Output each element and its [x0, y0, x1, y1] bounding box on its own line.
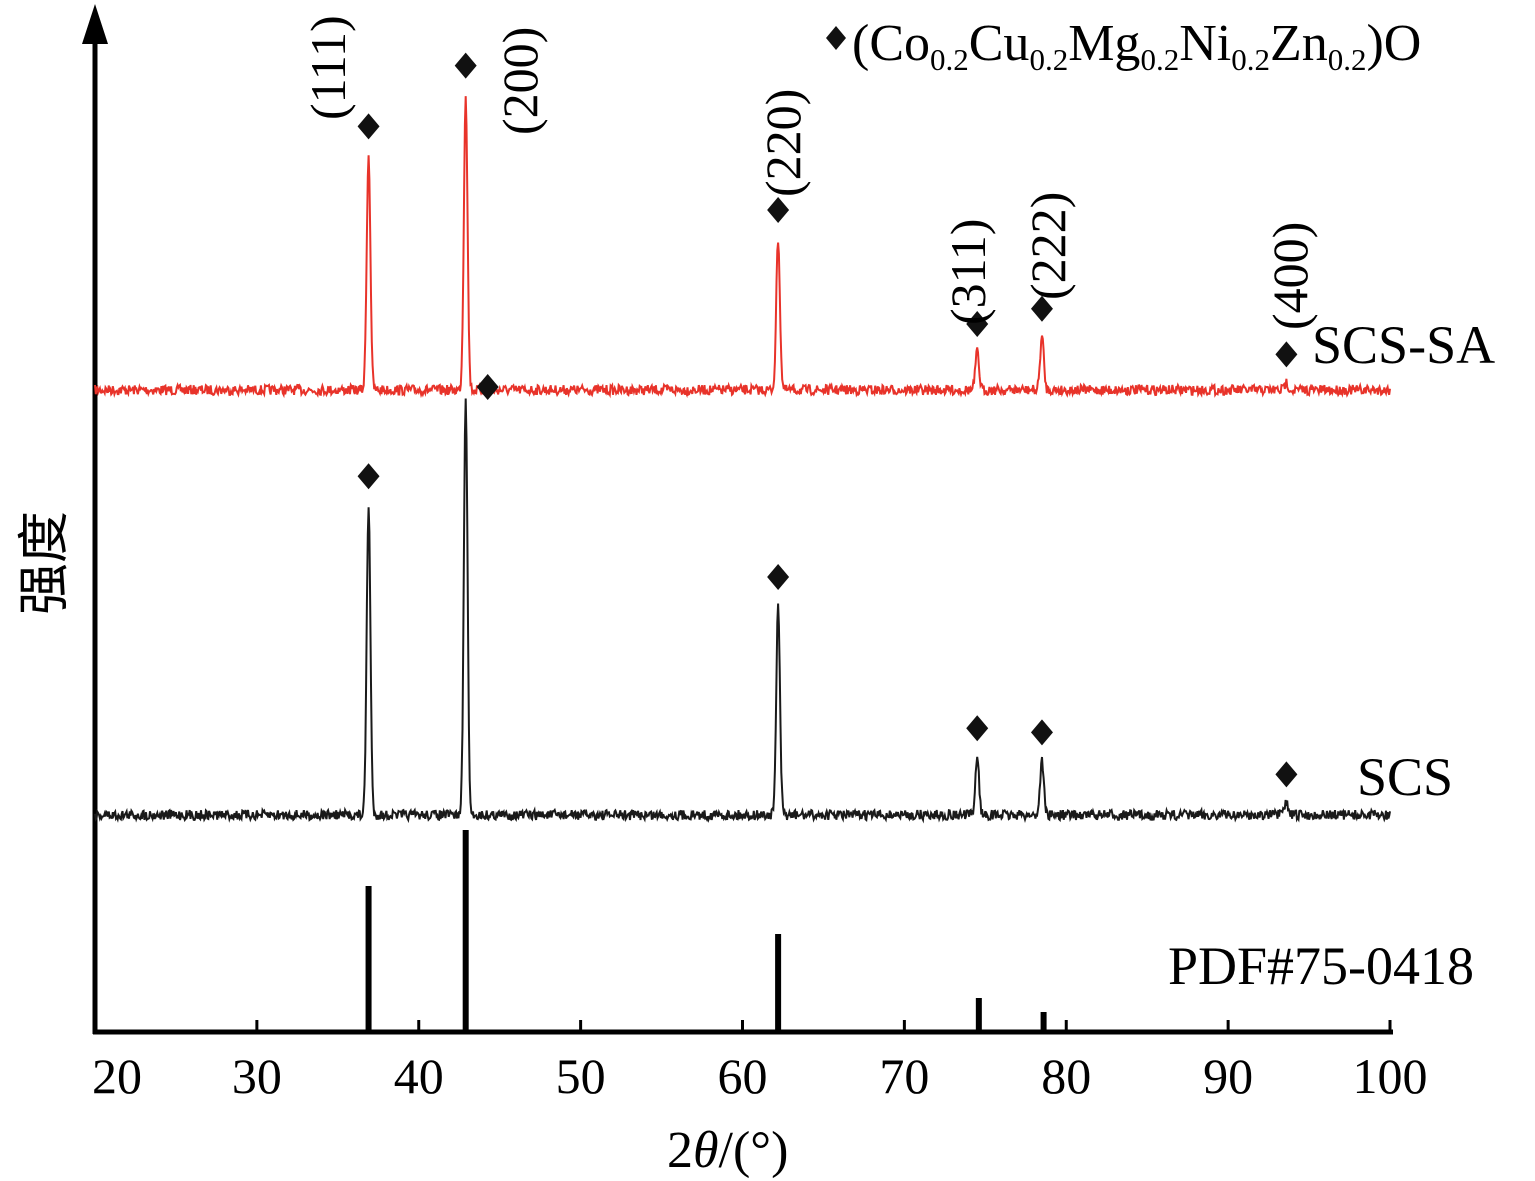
legend-label: (Co0.2Cu0.2Mg0.2Ni0.2Zn0.2)O	[852, 15, 1421, 77]
series-label-scs-sa: SCS-SA	[1312, 315, 1495, 375]
reference-stick	[365, 886, 372, 1030]
peak-marker	[357, 463, 380, 490]
peak-marker	[767, 564, 790, 590]
x-axis-label-theta: θ	[693, 1122, 719, 1179]
legend-text-part: Mg	[1068, 15, 1140, 72]
hkl-label: (220)	[755, 89, 811, 197]
hkl-label: (222)	[1020, 192, 1076, 300]
x-tick-labels: 20 30 40 50 60 70 80 90 100	[92, 1048, 1428, 1104]
hkl-label: (200)	[492, 27, 548, 135]
peak-marker	[1030, 295, 1053, 322]
legend-subscript: 0.2	[1328, 42, 1367, 77]
x-axis-label: 2θ/(°)	[667, 1122, 788, 1179]
series-line	[94, 398, 1391, 824]
hkl-labels: (111) (200) (220) (311) (222) (400)	[300, 15, 1318, 330]
legend-text-part: Zn	[1270, 15, 1328, 72]
legend: (Co0.2Cu0.2Mg0.2Ni0.2Zn0.2)O	[826, 15, 1421, 77]
peak-marker	[966, 311, 989, 337]
x-tick-label: 60	[718, 1048, 768, 1104]
hkl-label: (400)	[1262, 222, 1318, 330]
legend-text-part: (Co	[852, 15, 930, 72]
x-ticks	[93, 1020, 1392, 1032]
x-tick-label: 80	[1041, 1048, 1091, 1104]
peak-marker	[357, 113, 380, 140]
peak-marker	[454, 52, 477, 79]
peak-marker	[1275, 761, 1298, 788]
legend-subscript: 0.2	[1029, 42, 1068, 77]
peak-marker	[476, 374, 499, 400]
legend-text-part: )O	[1366, 15, 1421, 72]
hkl-label: (111)	[300, 15, 356, 120]
x-axis-label-suffix: /(°)	[719, 1122, 789, 1179]
y-axis-label: 强度	[17, 511, 74, 615]
series-line	[94, 96, 1391, 399]
legend-marker-diamond	[826, 26, 846, 50]
x-axis-label-prefix: 2	[667, 1122, 693, 1179]
series-label-pdf: PDF#75-0418	[1168, 936, 1474, 996]
x-tick-label: 70	[879, 1048, 929, 1104]
y-axis-arrow	[82, 4, 108, 44]
peak-marker	[1275, 341, 1298, 368]
peak-marker	[1030, 719, 1053, 746]
legend-text-part: Ni	[1179, 15, 1231, 72]
reference-stick	[975, 998, 982, 1030]
reference-stick	[462, 830, 469, 1030]
x-tick-label: 50	[556, 1048, 606, 1104]
reference-stick	[1040, 1012, 1047, 1030]
legend-subscript: 0.2	[1140, 42, 1179, 77]
x-tick-label: 90	[1203, 1048, 1253, 1104]
reference-stick	[775, 934, 782, 1030]
peak-marker	[767, 197, 790, 223]
series-label-scs: SCS	[1357, 747, 1453, 807]
x-tick-label: 40	[394, 1048, 444, 1104]
hkl-label: (311)	[940, 219, 996, 325]
series-layer	[94, 96, 1391, 1030]
legend-subscript: 0.2	[1231, 42, 1270, 77]
peak-markers	[357, 52, 1298, 788]
x-tick-label: 100	[1353, 1048, 1428, 1104]
legend-text-part: Cu	[969, 15, 1030, 72]
peak-marker	[966, 715, 989, 742]
x-tick-label: 30	[232, 1048, 282, 1104]
legend-subscript: 0.2	[930, 42, 969, 77]
x-tick-label: 20	[92, 1048, 142, 1104]
